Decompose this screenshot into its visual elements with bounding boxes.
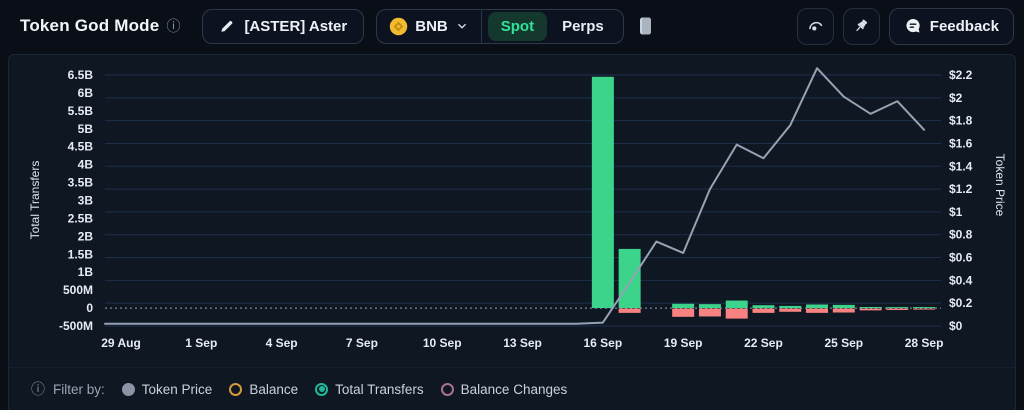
pin-button[interactable] — [842, 7, 880, 45]
copy-contract-button[interactable] — [638, 16, 653, 36]
svg-text:3B: 3B — [78, 194, 94, 208]
chevron-down-icon — [457, 23, 466, 29]
top-toolbar: Token God Mode ⓘ [ASTER] Aster BNB Spot … — [0, 0, 1024, 52]
filter-option-total-transfers[interactable]: Total Transfers — [315, 382, 424, 397]
svg-text:29 Aug: 29 Aug — [101, 336, 141, 350]
x-axis-ticks: 29 Aug 1 Sep 4 Sep 7 Sep 10 Sep 13 Sep 16 Sep 1… — [101, 336, 943, 350]
left-axis-ticks: 6.5B 6B 5.5B 5B 4.5B 4B 3.5B 3B 2.5B 2B 1.5B 1B 500M… — [59, 68, 93, 333]
radio-balance-changes[interactable] — [440, 382, 454, 396]
svg-text:7 Sep: 7 Sep — [346, 336, 378, 350]
gridlines — [105, 74, 941, 327]
feedback-label: Feedback — [929, 17, 999, 35]
svg-text:10 Sep: 10 Sep — [423, 336, 462, 350]
pencil-icon — [221, 20, 233, 32]
svg-text:1B: 1B — [78, 265, 94, 279]
svg-text:$1.6: $1.6 — [949, 136, 973, 150]
token-selector-label: [ASTER] Aster — [244, 17, 348, 35]
svg-text:$1.2: $1.2 — [949, 182, 973, 196]
market-tabs: Spot Perps — [482, 11, 623, 41]
svg-text:2B: 2B — [78, 229, 94, 243]
svg-text:$2.2: $2.2 — [949, 68, 973, 82]
svg-text:25 Sep: 25 Sep — [824, 336, 863, 350]
speech-bubble-icon — [906, 19, 920, 33]
svg-text:2.5B: 2.5B — [68, 211, 94, 225]
filter-by-label: ⓘ Filter by: — [31, 381, 105, 397]
svg-text:$1: $1 — [949, 205, 963, 219]
filter-bar: ⓘ Filter by: Token Price Balance Total T… — [9, 367, 1015, 410]
svg-text:4B: 4B — [78, 158, 94, 172]
svg-text:$1.4: $1.4 — [949, 159, 973, 173]
right-axis-ticks: $2.2 $2 $1.8 $1.6 $1.4 $1.2 $1 $0.8 $0.6 $0.4 $0.2… — [949, 68, 973, 333]
clipboard-icon — [639, 17, 651, 35]
market-selector-group: BNB Spot Perps — [376, 8, 624, 44]
info-icon[interactable]: ⓘ — [31, 381, 45, 397]
svg-text:-500M: -500M — [59, 319, 93, 333]
token-price-line — [104, 67, 926, 325]
watch-button[interactable] — [796, 7, 834, 45]
svg-text:5B: 5B — [78, 122, 94, 136]
svg-text:$1.8: $1.8 — [949, 114, 973, 128]
svg-text:$0.4: $0.4 — [949, 273, 973, 287]
transfers-price-chart: 6.5B 6B 5.5B 5B 4.5B 4B 3.5B 3B 2.5B 2B 1.5B 1B 500M… — [28, 67, 1007, 350]
svg-text:0: 0 — [86, 301, 93, 315]
radio-balance[interactable] — [229, 382, 243, 396]
filter-option-balance-changes[interactable]: Balance Changes — [440, 382, 567, 397]
pin-icon — [856, 19, 868, 32]
radio-total-transfers[interactable] — [315, 382, 329, 396]
token-god-mode-panel: 6.5B 6B 5.5B 5B 4.5B 4B 3.5B 3B 2.5B 2B 1.5B 1B 500M… — [8, 54, 1016, 410]
filter-option-balance[interactable]: Balance — [229, 382, 298, 397]
svg-text:500M: 500M — [63, 283, 93, 297]
divider — [480, 9, 482, 43]
svg-text:$0: $0 — [949, 319, 963, 333]
tab-spot[interactable]: Spot — [487, 11, 548, 41]
svg-text:19 Sep: 19 Sep — [664, 336, 703, 350]
svg-text:13 Sep: 13 Sep — [503, 336, 542, 350]
svg-text:4.5B: 4.5B — [68, 140, 94, 154]
right-axis-title: Token Price — [993, 154, 1007, 217]
svg-text:1 Sep: 1 Sep — [185, 336, 217, 350]
radio-token-price[interactable] — [121, 382, 135, 396]
svg-text:$2: $2 — [949, 91, 963, 105]
chain-dropdown-label: BNB — [415, 17, 448, 35]
chart-area: 6.5B 6B 5.5B 5B 4.5B 4B 3.5B 3B 2.5B 2B 1.5B 1B 500M… — [9, 55, 1015, 367]
filter-option-token-price[interactable]: Token Price — [121, 382, 212, 397]
svg-text:3.5B: 3.5B — [68, 176, 94, 190]
token-selector-button[interactable]: [ASTER] Aster — [202, 8, 365, 44]
feedback-button[interactable]: Feedback — [888, 7, 1014, 45]
svg-text:1.5B: 1.5B — [68, 247, 94, 261]
page-title: Token God Mode — [20, 16, 160, 35]
svg-text:16 Sep: 16 Sep — [584, 336, 623, 350]
svg-text:$0.2: $0.2 — [949, 296, 973, 310]
eye-icon — [808, 21, 823, 31]
left-axis-title: Total Transfers — [28, 161, 42, 240]
bnb-coin-icon — [389, 17, 408, 35]
svg-text:6.5B: 6.5B — [68, 68, 94, 82]
svg-text:$0.8: $0.8 — [949, 228, 973, 242]
svg-text:28 Sep: 28 Sep — [905, 336, 944, 350]
info-icon[interactable]: ⓘ — [166, 18, 181, 34]
svg-text:5.5B: 5.5B — [68, 104, 94, 118]
tab-perps[interactable]: Perps — [562, 17, 604, 35]
chain-dropdown[interactable]: BNB — [377, 10, 481, 43]
svg-text:4 Sep: 4 Sep — [266, 336, 298, 350]
transfer-bars — [591, 76, 936, 319]
svg-text:6B: 6B — [78, 86, 94, 100]
svg-text:22 Sep: 22 Sep — [744, 336, 783, 350]
svg-text:$0.6: $0.6 — [949, 251, 973, 265]
